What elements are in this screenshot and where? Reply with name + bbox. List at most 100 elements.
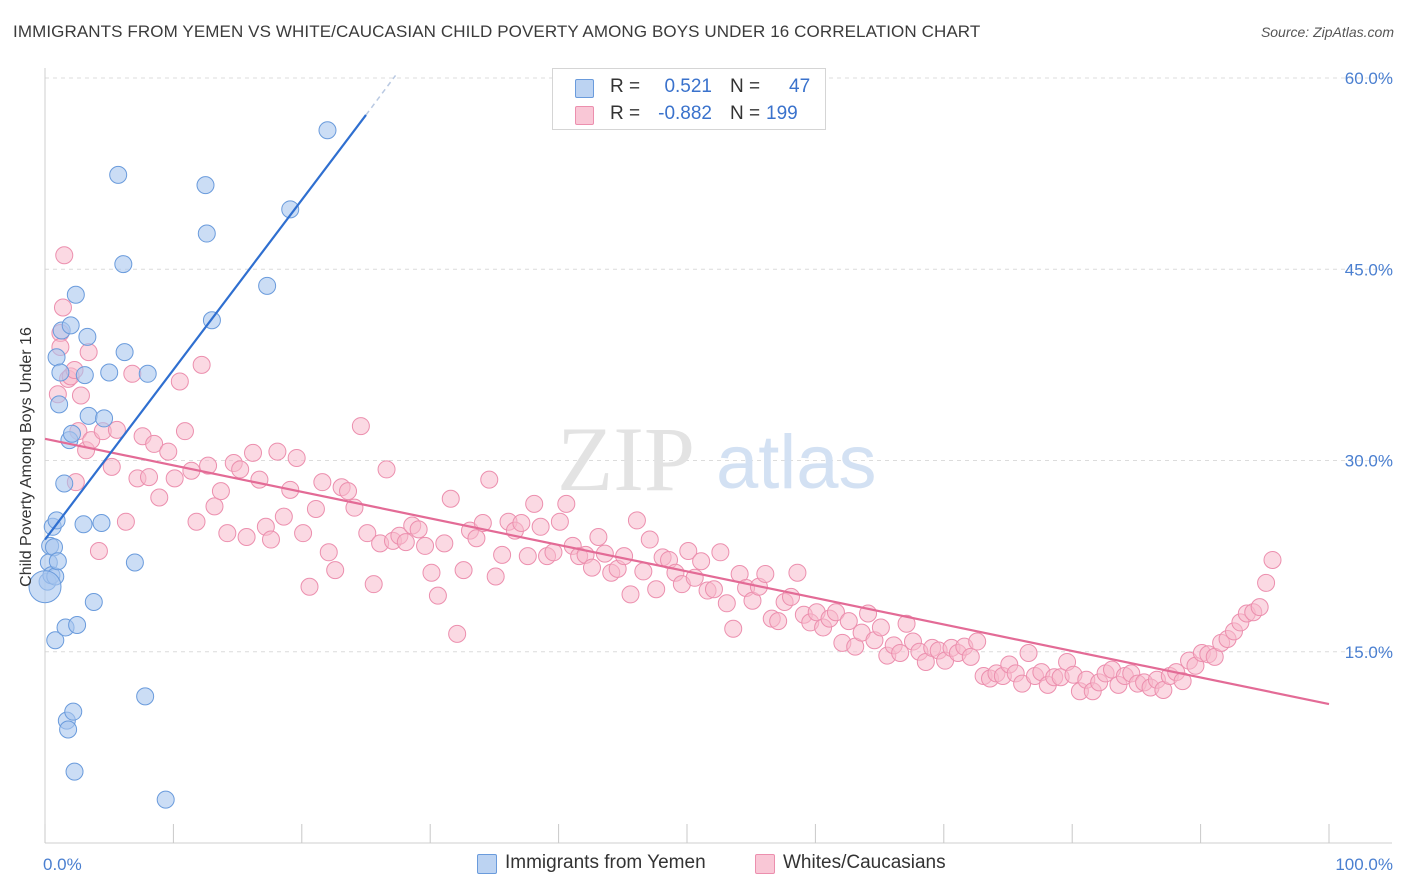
data-point-whites (250, 470, 269, 489)
y-axis-title: Child Poverty Among Boys Under 16 (18, 327, 35, 587)
legend-r-value: -0.882 (658, 103, 712, 124)
data-point-yemen (55, 474, 74, 493)
data-point-yemen (64, 702, 83, 721)
data-point-whites (55, 246, 74, 265)
data-point-whites (116, 512, 135, 531)
data-point-whites (53, 298, 72, 317)
trend-line-whites (44, 437, 1330, 706)
data-point-whites (473, 513, 492, 532)
data-point-whites (89, 542, 108, 561)
data-point-yemen (79, 406, 98, 425)
data-point-whites (627, 511, 646, 530)
data-point-whites (170, 372, 189, 391)
x-tick-label: 100.0% (1335, 855, 1393, 874)
data-point-whites (711, 543, 730, 562)
legend-r-label: R = (610, 76, 641, 97)
data-point-whites (339, 482, 358, 501)
data-point-whites (788, 563, 807, 582)
data-point-yemen (59, 720, 78, 739)
data-point-whites (159, 442, 178, 461)
data-point-whites (287, 448, 306, 467)
data-point-whites (692, 552, 711, 571)
data-point-whites (306, 499, 325, 518)
data-point-whites (525, 494, 544, 513)
y-tick-label: 45.0% (1345, 260, 1393, 279)
data-point-whites (123, 364, 142, 383)
data-point-whites (717, 594, 736, 613)
data-point-whites (871, 618, 890, 637)
data-point-yemen (156, 790, 175, 809)
data-point-whites (71, 386, 90, 405)
data-point-whites (512, 513, 531, 532)
data-point-whites (467, 529, 486, 548)
data-point-whites (231, 460, 250, 479)
data-point-yemen (115, 343, 134, 362)
data-point-yemen (196, 176, 215, 195)
data-point-whites (396, 533, 415, 552)
bottom-legend-whites: Whites/Caucasians (755, 852, 975, 876)
data-point-whites (409, 520, 428, 539)
data-point-whites (531, 517, 550, 536)
bottom-legend-label-whites: Whites/Caucasians (783, 852, 946, 873)
legend-n-value: 47 (789, 76, 811, 97)
y-tick-label: 60.0% (1345, 69, 1393, 88)
trend-line-yemen-extension (365, 75, 397, 116)
data-point-whites (640, 530, 659, 549)
legend-row-whites: R = -0.882 N = 199 (553, 102, 825, 128)
data-point-yemen (62, 424, 81, 443)
legend-n-label: N = (730, 103, 761, 124)
data-point-whites (704, 580, 723, 599)
data-point-whites (518, 547, 537, 566)
data-point-whites (150, 488, 169, 507)
y-tick-label: 30.0% (1345, 452, 1393, 471)
watermark-atlas: atlas (716, 420, 877, 505)
data-point-yemen (114, 255, 133, 274)
data-point-whites (756, 564, 775, 583)
data-point-whites (1173, 672, 1192, 691)
data-point-whites (102, 457, 121, 476)
tick-labels: 15.0% 30.0% 45.0% 60.0% 0.0% 100.0% (43, 69, 1393, 874)
data-point-whites (724, 619, 743, 638)
watermark-zip: ZIP (557, 408, 695, 510)
data-point-yemen (125, 553, 144, 572)
data-point-whites (448, 624, 467, 643)
data-point-yemen (68, 615, 87, 634)
data-point-whites (647, 580, 666, 599)
data-point-whites (589, 528, 608, 546)
data-point-yemen (47, 348, 66, 367)
data-point-whites (192, 355, 211, 374)
data-point-yemen (61, 316, 80, 335)
data-point-whites (107, 420, 126, 439)
gridlines (45, 77, 1392, 653)
bottom-legend-label-yemen: Immigrants from Yemen (505, 852, 706, 873)
data-point-whites (351, 417, 370, 436)
legend-swatch-pink (575, 106, 594, 125)
data-point-whites (274, 507, 293, 526)
data-point-yemen (66, 285, 85, 304)
data-point-whites (199, 456, 218, 475)
data-point-whites (769, 612, 788, 631)
data-point-yemen (95, 409, 114, 428)
data-point-whites (1257, 573, 1276, 592)
legend-swatch-blue (575, 79, 594, 98)
data-point-yemen (318, 121, 337, 140)
legend-r-label: R = (610, 103, 641, 124)
bottom-legend-swatch-blue (477, 854, 497, 874)
watermark: ZIP atlas (557, 408, 877, 510)
data-point-yemen (75, 366, 94, 385)
bottom-legend-swatch-pink (755, 854, 775, 874)
data-point-yemen (84, 593, 103, 612)
data-point-whites (480, 470, 499, 489)
data-point-whites (244, 443, 263, 462)
legend-row-yemen: R = 0.521 N = 47 (553, 75, 825, 101)
data-point-yemen (136, 687, 155, 706)
y-tick-label: 15.0% (1345, 643, 1393, 662)
data-point-whites (165, 469, 184, 488)
x-tick-label: 0.0% (43, 855, 82, 874)
data-point-yemen (197, 224, 216, 243)
data-point-whites (961, 647, 980, 666)
series-whites-caucasians (48, 246, 1282, 701)
data-point-whites (1250, 598, 1269, 617)
data-point-whites (1263, 550, 1282, 569)
